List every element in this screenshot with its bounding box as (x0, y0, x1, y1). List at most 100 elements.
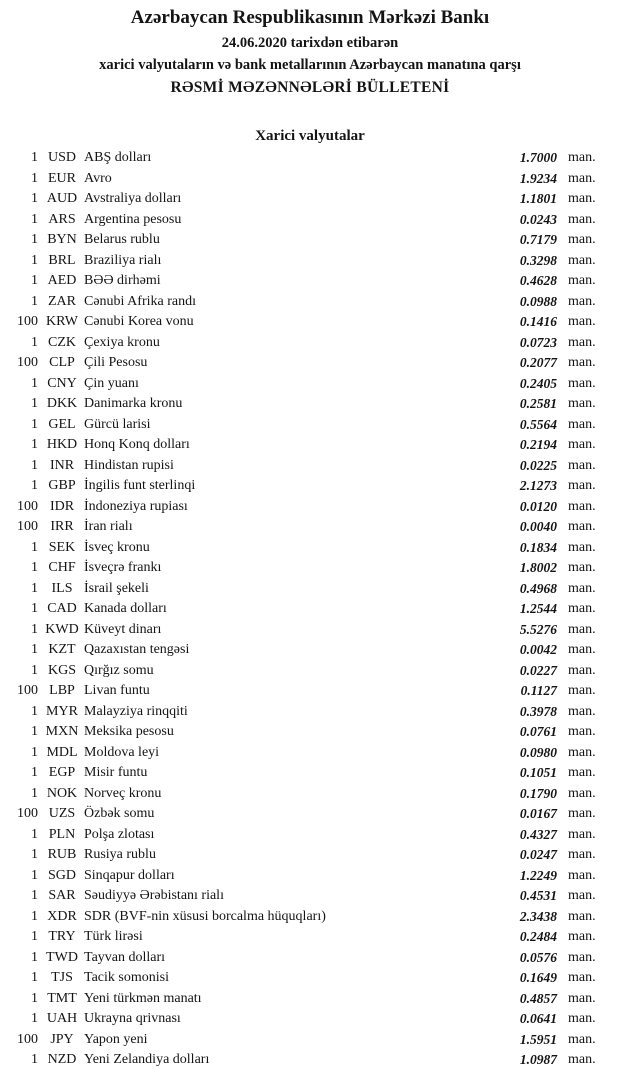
table-row: 100 KRW Cənubi Korea vonu 0.1416 man. (0, 312, 620, 333)
table-row: 1 UAH Ukrayna qrivnası 0.0641 man. (0, 1009, 620, 1030)
currency-code-cell: IRR (50, 519, 74, 534)
table-row: 1 CNY Çin yuanı 0.2405 man. (0, 374, 620, 395)
currency-code-cell: UZS (48, 806, 76, 821)
rate-value-cell: 0.3298 (519, 252, 557, 268)
currency-name-cell: Danimarka kronu (84, 396, 183, 411)
unit-label: man. (568, 580, 596, 596)
rate-value-cell: 0.0247 (519, 847, 557, 862)
unit-label: man. (568, 457, 596, 473)
currency-code-cell: ILS (51, 580, 73, 596)
unit-label: man. (568, 498, 596, 514)
currency-code-cell: NOK (46, 785, 78, 801)
table-row: 100 LBP Livan funtu 0.1127 man. (0, 681, 620, 702)
table-row: 1 GBP İngilis funt sterlinqi 2.1273 man. (0, 476, 620, 497)
currency-name-cell: Sinqapur dolları (84, 867, 175, 883)
currency-code-cell: KZT (48, 642, 76, 657)
rate-value-cell: 0.0040 (519, 519, 557, 534)
rate-value-cell: 0.2484 (519, 929, 557, 944)
currency-code-cell: SAR (48, 888, 76, 903)
table-row: 1 MDL Moldova leyi 0.0980 man. (0, 743, 620, 764)
effective-date-line: 24.06.2020 tarixdən etibarən (221, 35, 399, 51)
unit-label: man. (568, 703, 596, 719)
table-row: 1 XDR SDR (BVF-nin xüsusi borcalma hüquq… (0, 907, 620, 928)
rate-value-cell: 0.0761 (519, 724, 557, 739)
currency-code-cell: LBP (49, 683, 75, 698)
rate-value-cell: 0.2581 (519, 396, 557, 411)
table-row: 1 KZT Qazaxıstan tengəsi 0.0042 man. (0, 640, 620, 661)
table-row: 1 TWD Tayvan dolları 0.0576 man. (0, 948, 620, 969)
rate-value-cell: 1.1801 (519, 191, 557, 206)
currency-name-cell: Cənubi Afrika randı (84, 293, 196, 309)
unit-label: man. (568, 683, 596, 698)
table-row: 1 TRY Türk lirəsi 0.2484 man. (0, 927, 620, 948)
rate-value-cell: 0.2194 (519, 437, 557, 452)
quantity-cell: 1 (31, 539, 38, 555)
currency-code-cell: BRL (48, 252, 76, 268)
quantity-cell: 100 (17, 683, 38, 698)
currency-name-cell: ABŞ dolları (84, 150, 152, 165)
currency-name-cell: İran rialı (84, 519, 133, 534)
rate-value-cell: 2.3438 (519, 908, 557, 924)
section-title-foreign-currencies: Xarici valyutalar (255, 128, 365, 144)
quantity-cell: 1 (31, 621, 38, 637)
quantity-cell: 100 (17, 1031, 38, 1047)
table-row: 1 BRL Braziliya rialı 0.3298 man. (0, 251, 620, 272)
currency-name-cell: Tacik somonisi (84, 970, 169, 985)
currency-name-cell: Türk lirəsi (84, 929, 143, 944)
unit-label: man. (568, 888, 596, 903)
rate-value-cell: 0.1127 (520, 683, 557, 698)
quantity-cell: 1 (31, 375, 38, 391)
currency-name-cell: Argentina pesosu (84, 211, 182, 227)
table-row: 1 INR Hindistan rupisi 0.0225 man. (0, 456, 620, 477)
currency-name-cell: Küveyt dinarı (84, 621, 162, 637)
table-row: 1 EGP Misir funtu 0.1051 man. (0, 763, 620, 784)
currency-name-cell: Rusiya rublu (84, 847, 156, 862)
currency-code-cell: SEK (48, 539, 76, 555)
table-row: 1 CHF İsveçrə frankı 1.8002 man. (0, 558, 620, 579)
unit-label: man. (568, 273, 596, 288)
currency-name-cell: Avstraliya dolları (84, 191, 182, 206)
quantity-cell: 1 (31, 437, 38, 452)
table-row: 1 SGD Sinqapur dolları 1.2249 man. (0, 866, 620, 887)
quantity-cell: 1 (31, 232, 38, 247)
rate-value-cell: 1.0987 (519, 1052, 557, 1067)
currency-name-cell: Malayziya rinqqiti (84, 703, 188, 719)
currency-name-cell: Yeni türkmən manatı (84, 990, 202, 1006)
currency-name-cell: Yeni Zelandiya dolları (84, 1052, 210, 1067)
scope-description-line: xarici valyutaların və bank metallarının… (99, 57, 521, 73)
currency-code-cell: GBP (48, 478, 76, 493)
quantity-cell: 1 (31, 765, 38, 780)
currency-code-cell: NZD (47, 1052, 77, 1067)
quantity-cell: 1 (31, 252, 38, 268)
rate-value-cell: 0.4628 (519, 273, 557, 288)
unit-label: man. (568, 211, 596, 227)
unit-label: man. (568, 293, 596, 309)
quantity-cell: 1 (31, 929, 38, 944)
currency-code-cell: TJS (51, 970, 73, 985)
unit-label: man. (568, 1031, 596, 1047)
quantity-cell: 100 (17, 314, 38, 329)
rate-value-cell: 0.1834 (519, 539, 557, 555)
quantity-cell: 100 (17, 806, 38, 821)
rate-value-cell: 0.4968 (519, 580, 557, 596)
currency-code-cell: XDR (47, 908, 77, 924)
currency-name-cell: İngilis funt sterlinqi (84, 478, 196, 493)
table-row: 100 CLP Çili Pesosu 0.2077 man. (0, 353, 620, 374)
currency-code-cell: ARS (48, 211, 76, 227)
currency-name-cell: Özbək somu (84, 806, 155, 821)
currency-name-cell: İndoneziya rupiası (84, 498, 188, 514)
unit-label: man. (568, 1011, 596, 1026)
rate-value-cell: 0.0980 (519, 744, 557, 760)
currency-code-cell: EUR (48, 170, 76, 186)
currency-name-cell: Gürcü larisi (84, 416, 151, 432)
currency-code-cell: UAH (46, 1011, 78, 1026)
currency-code-cell: TWD (46, 949, 78, 965)
quantity-cell: 1 (31, 601, 38, 616)
rate-value-cell: 0.2077 (519, 355, 557, 370)
table-row: 1 AUD Avstraliya dolları 1.1801 man. (0, 189, 620, 210)
table-row: 100 UZS Özbək somu 0.0167 man. (0, 804, 620, 825)
table-row: 1 CZK Çexiya kronu 0.0723 man. (0, 333, 620, 354)
rate-value-cell: 1.2544 (519, 601, 557, 616)
quantity-cell: 1 (31, 744, 38, 760)
unit-label: man. (568, 806, 596, 821)
